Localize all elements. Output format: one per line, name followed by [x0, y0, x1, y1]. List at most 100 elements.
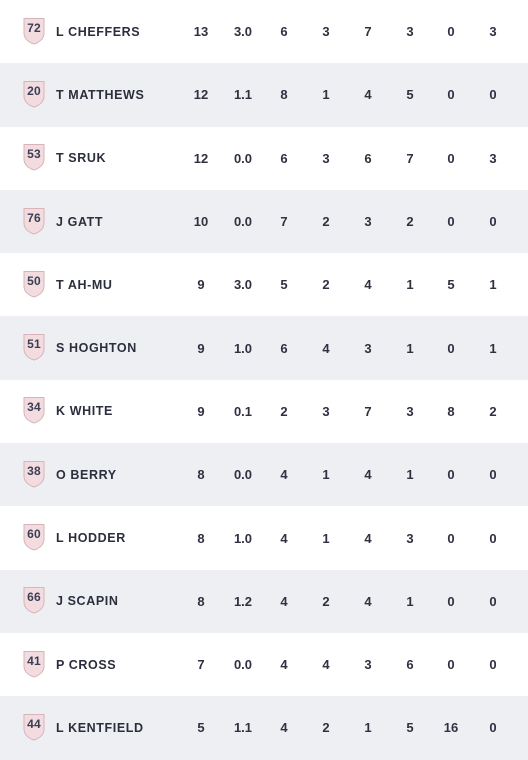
stat-cell: 0 [447, 150, 455, 166]
table-row[interactable]: 38 O BERRY 8 0.0 4 1 4 1 0 0 [0, 443, 528, 507]
player-name[interactable]: T SRUK [56, 151, 107, 166]
stat-cell: 1.1 [233, 720, 253, 736]
stat-cell: 4 [280, 720, 288, 736]
stat-cell: 4 [322, 657, 330, 673]
stat-cell: 4 [364, 87, 372, 103]
stat-cell: 8 [197, 593, 205, 609]
player-name[interactable]: J GATT [56, 214, 104, 229]
table-row[interactable]: 60 L HODDER 8 1.0 4 1 4 3 0 0 [0, 506, 528, 570]
stat-cell: 1 [489, 340, 497, 356]
stat-cell: 5 [197, 720, 205, 736]
stat-cell: 5 [406, 720, 414, 736]
stat-cell: 0 [447, 214, 455, 230]
stat-cell: 1.2 [233, 593, 253, 609]
jersey-shield-icon: 51 [22, 333, 46, 361]
player-number: 53 [27, 147, 41, 162]
stat-cell: 9 [197, 277, 205, 293]
stat-cell: 2 [322, 214, 330, 230]
stat-cell: 3 [364, 657, 372, 673]
stat-cell: 3 [322, 403, 330, 419]
stat-cell: 4 [364, 467, 372, 483]
player-number: 51 [27, 337, 41, 352]
stat-cell: 7 [197, 657, 205, 673]
stat-cell: 2 [322, 720, 330, 736]
stat-cell: 2 [280, 403, 288, 419]
stat-cell: 3.0 [233, 24, 253, 40]
table-row[interactable]: 51 S HOGHTON 9 1.0 6 4 3 1 0 1 [0, 316, 528, 380]
player-name[interactable]: T AH-MU [56, 277, 113, 292]
player-name[interactable]: L HODDER [56, 531, 126, 546]
stat-cell: 1 [406, 340, 414, 356]
jersey-shield-icon: 66 [22, 586, 46, 614]
stat-cell: 8 [197, 530, 205, 546]
table-row[interactable]: 53 T SRUK 12 0.0 6 3 6 7 0 3 [0, 126, 528, 190]
stat-cell: 0 [489, 530, 497, 546]
jersey-shield-icon: 50 [22, 270, 46, 298]
stat-cell: 4 [364, 593, 372, 609]
stat-cell: 7 [280, 214, 288, 230]
player-name[interactable]: J SCAPIN [56, 594, 119, 609]
player-name[interactable]: P CROSS [56, 657, 117, 672]
stat-cell: 3 [322, 150, 330, 166]
jersey-shield-icon: 38 [22, 460, 46, 488]
table-row[interactable]: 34 K WHITE 9 0.1 2 3 7 3 8 2 [0, 379, 528, 444]
stat-cell: 7 [406, 150, 414, 166]
table-row[interactable]: 72 L CHEFFERS 13 3.0 6 3 7 3 0 3 [0, 0, 528, 64]
table-row[interactable]: 76 J GATT 10 0.0 7 2 3 2 0 0 [0, 189, 528, 254]
stat-cell: 4 [280, 657, 288, 673]
player-number: 60 [27, 527, 41, 542]
stat-cell: 4 [280, 593, 288, 609]
stat-cell: 0 [489, 657, 497, 673]
stat-cell: 0 [489, 87, 497, 103]
stat-cell: 0 [447, 467, 455, 483]
player-number: 76 [27, 210, 41, 225]
stat-cell: 1.1 [233, 87, 253, 103]
jersey-shield-icon: 53 [22, 143, 46, 171]
stat-cell: 1 [406, 593, 414, 609]
stat-cell: 3 [406, 403, 414, 419]
stat-cell: 6 [280, 150, 288, 166]
stat-cell: 0.0 [233, 657, 253, 673]
stat-cell: 8 [280, 87, 288, 103]
table-row[interactable]: 20 T MATTHEWS 12 1.1 8 1 4 5 0 0 [0, 63, 528, 127]
stat-cell: 3.0 [233, 277, 253, 293]
stat-cell: 6 [406, 657, 414, 673]
stat-cell: 0 [447, 593, 455, 609]
stat-cell: 3 [364, 340, 372, 356]
stat-cell: 4 [280, 467, 288, 483]
player-name[interactable]: K WHITE [56, 404, 113, 419]
player-number: 66 [27, 590, 41, 605]
table-row[interactable]: 50 T AH-MU 9 3.0 5 2 4 1 5 1 [0, 253, 528, 317]
stat-cell: 3 [489, 24, 497, 40]
player-name[interactable]: L CHEFFERS [56, 24, 141, 39]
stat-cell: 3 [364, 214, 372, 230]
stat-cell: 16 [443, 720, 459, 736]
player-name[interactable]: T MATTHEWS [56, 87, 145, 102]
table-row[interactable]: 44 L KENTFIELD 5 1.1 4 2 1 5 16 0 [0, 696, 528, 760]
stat-cell: 7 [364, 24, 372, 40]
table-row[interactable]: 41 P CROSS 7 0.0 4 4 3 6 0 0 [0, 632, 528, 697]
player-name[interactable]: O BERRY [56, 467, 117, 482]
stat-cell: 0.0 [233, 467, 253, 483]
stat-cell: 4 [280, 530, 288, 546]
stat-cell: 1 [322, 530, 330, 546]
stat-cell: 1 [406, 277, 414, 293]
stat-cell: 10 [193, 214, 209, 230]
stat-cell: 12 [193, 150, 209, 166]
jersey-shield-icon: 41 [22, 650, 46, 678]
stat-cell: 0 [447, 530, 455, 546]
stat-cell: 4 [364, 277, 372, 293]
stat-cell: 0 [489, 467, 497, 483]
stat-cell: 0.0 [233, 150, 253, 166]
player-name[interactable]: S HOGHTON [56, 341, 137, 356]
stat-cell: 6 [364, 150, 372, 166]
table-row[interactable]: 66 J SCAPIN 8 1.2 4 2 4 1 0 0 [0, 569, 528, 633]
player-number: 20 [27, 83, 41, 98]
stat-cell: 1 [406, 467, 414, 483]
stat-cell: 4 [364, 530, 372, 546]
stat-cell: 12 [193, 87, 209, 103]
player-name[interactable]: L KENTFIELD [56, 720, 144, 735]
player-number: 44 [27, 716, 41, 731]
stat-cell: 6 [280, 24, 288, 40]
